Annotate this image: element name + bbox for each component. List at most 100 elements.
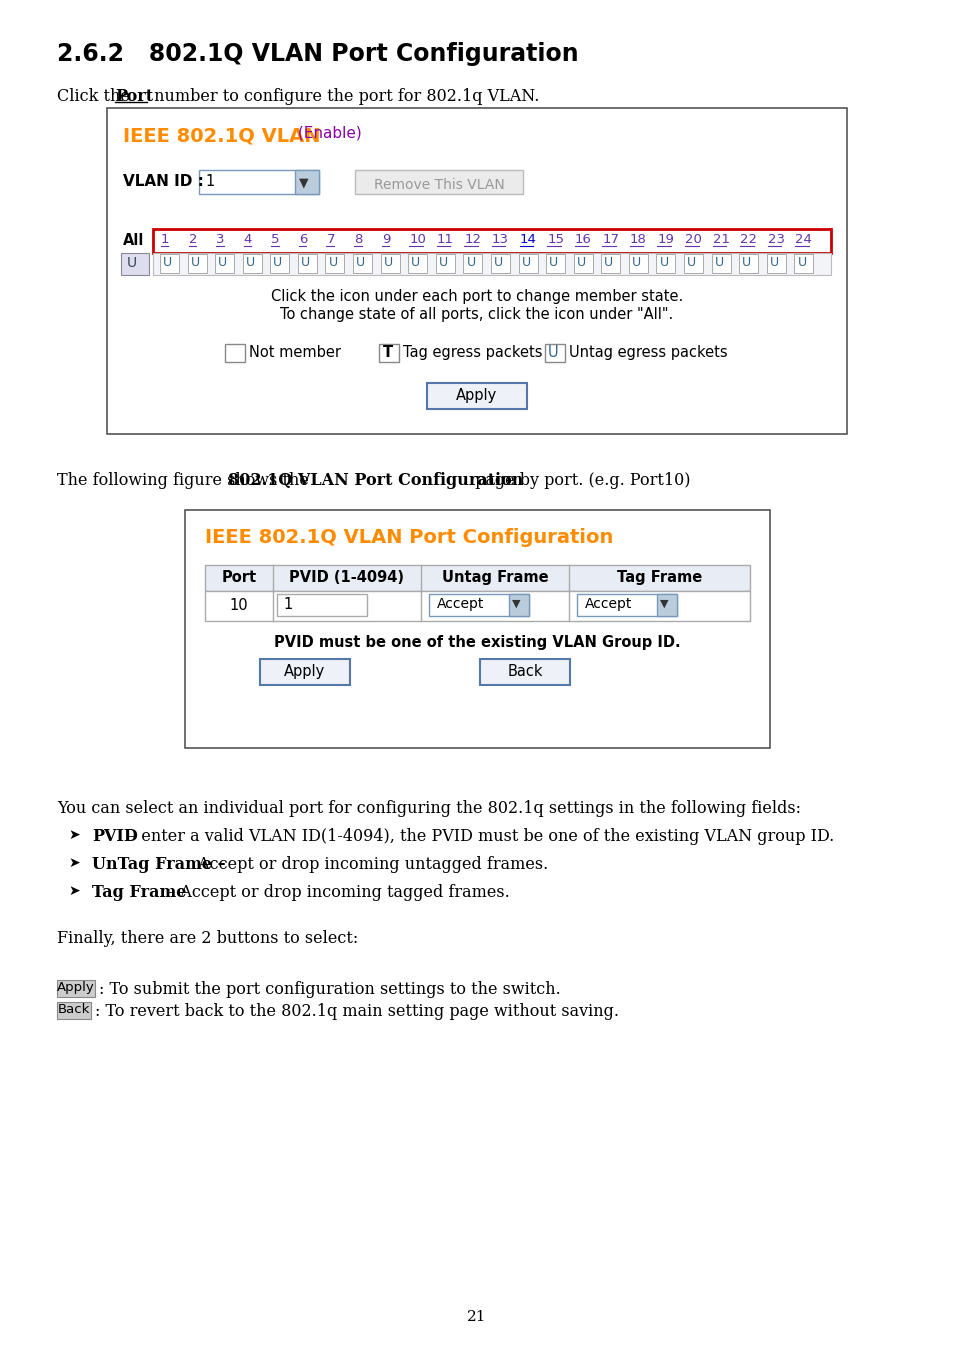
Bar [463,254,482,273]
Text: IEEE 802.1Q VLAN Port Configuration: IEEE 802.1Q VLAN Port Configuration [205,528,613,547]
Text: Accept or drop incoming untagged frames.: Accept or drop incoming untagged frames. [193,857,548,873]
Bar [711,254,730,273]
Bar [152,230,830,253]
Text: 9: 9 [381,232,390,246]
Text: 19: 19 [657,232,674,246]
Text: (Enable): (Enable) [293,126,361,141]
Text: – Accept or drop incoming tagged frames.: – Accept or drop incoming tagged frames. [162,884,510,901]
Text: Tag Frame: Tag Frame [91,884,186,901]
Bar [427,382,526,409]
Bar [657,594,677,616]
Text: Accept: Accept [436,597,484,611]
Text: Tag Frame: Tag Frame [617,570,701,585]
Text: : To submit the port configuration settings to the switch.: : To submit the port configuration setti… [99,981,560,998]
Text: 24: 24 [795,232,811,246]
Text: 14: 14 [519,232,536,246]
Bar [152,253,830,276]
Text: U: U [355,255,365,269]
Text: T: T [382,345,393,359]
Text: U: U [577,255,585,269]
Text: – enter a valid VLAN ID(1-4094), the PVID must be one of the existing VLAN group: – enter a valid VLAN ID(1-4094), the PVI… [123,828,834,844]
Text: 7: 7 [326,232,335,246]
Text: U: U [218,255,227,269]
Bar [628,254,647,273]
Bar [294,170,318,195]
Text: U: U [741,255,751,269]
Text: All: All [123,232,144,249]
Bar [121,253,149,276]
Text: U: U [714,255,723,269]
Text: page by port. (e.g. Port10): page by port. (e.g. Port10) [470,471,690,489]
Text: U: U [686,255,696,269]
Bar [225,345,245,362]
Text: U: U [797,255,805,269]
Text: Untag Frame: Untag Frame [441,570,548,585]
Text: Back: Back [58,1002,91,1016]
Bar [577,594,677,616]
Text: UnTag Frame –: UnTag Frame – [91,857,226,873]
Text: 11: 11 [436,232,454,246]
Bar [491,254,510,273]
Bar [509,594,529,616]
Text: Port: Port [221,570,256,585]
Text: 18: 18 [629,232,646,246]
Text: Tag egress packets: Tag egress packets [402,345,542,359]
Text: The following figure shows the: The following figure shows the [57,471,314,489]
Text: 8: 8 [354,232,362,246]
Text: number to configure the port for 802.1q VLAN.: number to configure the port for 802.1q … [149,88,538,105]
Text: 2.6.2   802.1Q VLAN Port Configuration: 2.6.2 802.1Q VLAN Port Configuration [57,42,578,66]
Text: 21: 21 [712,232,729,246]
Text: U: U [383,255,393,269]
Text: Click the icon under each port to change member state.: Click the icon under each port to change… [271,289,682,304]
Text: ➤: ➤ [68,884,79,898]
Text: 2: 2 [189,232,197,246]
Text: 5: 5 [271,232,279,246]
Text: Accept: Accept [584,597,632,611]
Text: Finally, there are 2 buttons to select:: Finally, there are 2 buttons to select: [57,929,358,947]
Bar [544,345,564,362]
Bar [479,659,569,685]
Text: U: U [549,255,558,269]
Bar [160,254,179,273]
Text: 15: 15 [547,232,563,246]
Text: You can select an individual port for configuring the 802.1q settings in the fol: You can select an individual port for co… [57,800,801,817]
Text: 17: 17 [601,232,618,246]
Text: U: U [521,255,530,269]
Text: U: U [411,255,420,269]
Text: U: U [274,255,282,269]
Text: Back: Back [507,663,542,680]
Bar [518,254,537,273]
Bar [188,254,207,273]
Text: PVID must be one of the existing VLAN Group ID.: PVID must be one of the existing VLAN Gr… [274,635,679,650]
Bar [276,594,367,616]
Text: : To revert back to the 802.1q main setting page without saving.: : To revert back to the 802.1q main sett… [95,1002,618,1020]
Bar [794,254,813,273]
Text: IEEE 802.1Q VLAN: IEEE 802.1Q VLAN [123,126,320,145]
Text: U: U [163,255,172,269]
Bar [378,345,398,362]
Text: 802.1Q VLAN Port Configuration: 802.1Q VLAN Port Configuration [228,471,523,489]
Bar [57,1002,91,1019]
Bar [260,659,350,685]
Bar [242,254,261,273]
Text: U: U [603,255,613,269]
Text: ➤: ➤ [68,828,79,842]
Bar [380,254,399,273]
Text: U: U [191,255,199,269]
Text: U: U [438,255,448,269]
Bar [436,254,455,273]
Bar [656,254,675,273]
Bar [270,254,289,273]
Text: U: U [494,255,502,269]
Text: 1: 1 [161,232,170,246]
Text: Not member: Not member [249,345,340,359]
Text: PVID (1-4094): PVID (1-4094) [289,570,404,585]
Bar [205,590,749,621]
Text: 21: 21 [467,1310,486,1324]
Bar [297,254,316,273]
Text: 3: 3 [216,232,224,246]
Text: ▼: ▼ [659,598,668,609]
Text: 13: 13 [492,232,509,246]
Text: Click the: Click the [57,88,135,105]
Bar [766,254,785,273]
